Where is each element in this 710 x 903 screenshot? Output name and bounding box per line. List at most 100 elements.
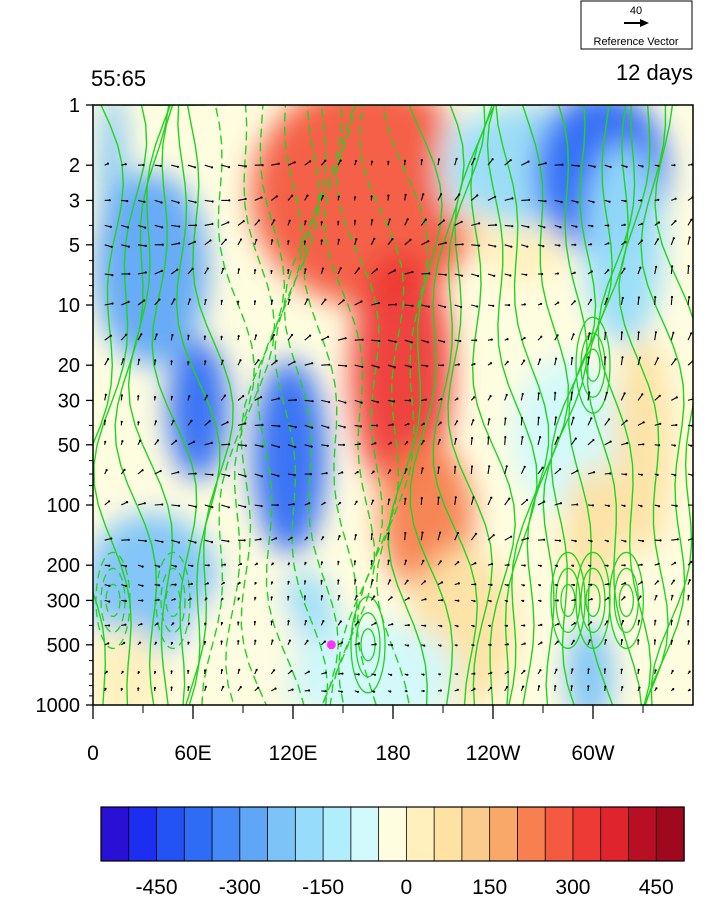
wind-vector-head [409,239,411,241]
wind-vector-head [506,338,508,340]
wind-vector-head [473,600,475,602]
wind-vector-head [228,475,230,477]
wind-vector-head [690,445,692,447]
wind-vector-head [123,642,125,644]
wind-vector-head [677,538,679,540]
wind-vector-head [158,584,160,586]
wind-vector-head [641,393,643,395]
x-tick-label: 120W [466,742,521,765]
wind-vector-head [504,417,506,419]
wind-vector-head [122,671,124,673]
wind-vector-head [392,424,394,426]
wind-vector [221,444,229,445]
wind-vector-head [473,688,475,690]
wind-vector-head [189,298,191,300]
wind-vector-head [374,622,376,624]
wind-vector-head [543,501,545,503]
wind-vector-head [309,160,311,162]
wind-vector-head [673,164,675,166]
wind-vector-head [624,540,626,542]
y-tick-label: 3 [69,190,80,212]
wind-vector-head [291,670,293,672]
wind-vector-head [607,242,609,244]
wind-vector-head [524,564,526,566]
colorbar-label: 450 [639,876,674,898]
wind-vector-head [527,537,529,539]
wind-vector-head [511,225,513,227]
wind-vector-head [676,396,678,398]
wind-vector-head [689,236,691,238]
wind-vector-head [306,298,308,300]
wind-vector-head [308,689,310,691]
colorbar-swatch [268,807,296,861]
wind-vector-head [471,465,473,467]
wind-vector-head [673,580,675,582]
wind-vector-head [438,158,440,160]
wind-vector-head [655,266,657,268]
wind-vector-head [171,396,173,398]
shaded-region [253,360,326,553]
wind-vector-head [443,341,445,343]
wind-vector-head [439,673,441,675]
wind-vector-head [105,394,107,396]
wind-vector-head [689,579,691,581]
wind-vector-head [278,446,280,448]
wind-vector-head [139,642,141,644]
wind-vector-head [328,401,330,403]
wind-vector-head [526,246,528,248]
wind-vector-head [294,361,296,363]
colorbar-swatch [656,807,684,861]
wind-vector-head [154,671,156,673]
wind-vector-head [107,358,109,360]
wind-vector-head [559,540,561,542]
wind-vector-head [560,502,562,504]
wind-vector-head [608,418,610,420]
wind-vector-head [305,620,307,622]
wind-vector-head [125,585,127,587]
wind-vector-head [290,537,292,539]
wind-vector-head [607,224,609,226]
wind-vector-head [421,159,423,161]
wind-vector-head [187,642,189,644]
wind-vector-head [490,644,492,646]
wind-vector-head [327,427,329,429]
wind-vector-head [306,640,308,642]
wind-vector-head [574,599,576,601]
wind-vector-head [278,425,280,427]
wind-vector-head [291,195,293,197]
wind-vector-head [388,560,390,562]
wind-vector-head [621,639,623,641]
wind-vector-head [275,537,277,539]
wind-vector-head [588,356,590,358]
wind-vector-head [511,197,513,199]
y-tick-label: 10 [58,295,80,317]
wind-vector-head [128,246,130,248]
wind-vector-head [111,274,113,276]
wind-vector-head [671,640,673,642]
wind-vector-head [607,540,609,542]
wind-vector-head [440,193,442,195]
wind-vector-head [259,538,261,540]
wind-vector-head [195,224,197,226]
wind-vector-head [245,475,247,477]
y-tick-label: 2 [69,155,80,177]
wind-vector-head [638,687,640,689]
wind-vector-head [395,341,397,343]
wind-vector-head [445,242,447,244]
wind-vector-head [559,226,561,228]
wind-vector-head [621,356,623,358]
wind-vector-head [321,221,323,223]
colorbar-swatch [351,807,379,861]
plot-area [74,81,700,729]
wind-vector-head [642,540,644,542]
wind-vector-head [244,506,246,508]
wind-vector-head [573,584,575,586]
wind-vector [688,266,689,274]
wind-vector-head [494,196,496,198]
wind-vector-head [288,299,290,301]
wind-vector-head [421,497,423,499]
wind-vector-head [578,165,580,167]
wind-vector-head [190,420,192,422]
wind-vector-head [188,622,190,624]
colorbar-swatch [157,807,185,861]
